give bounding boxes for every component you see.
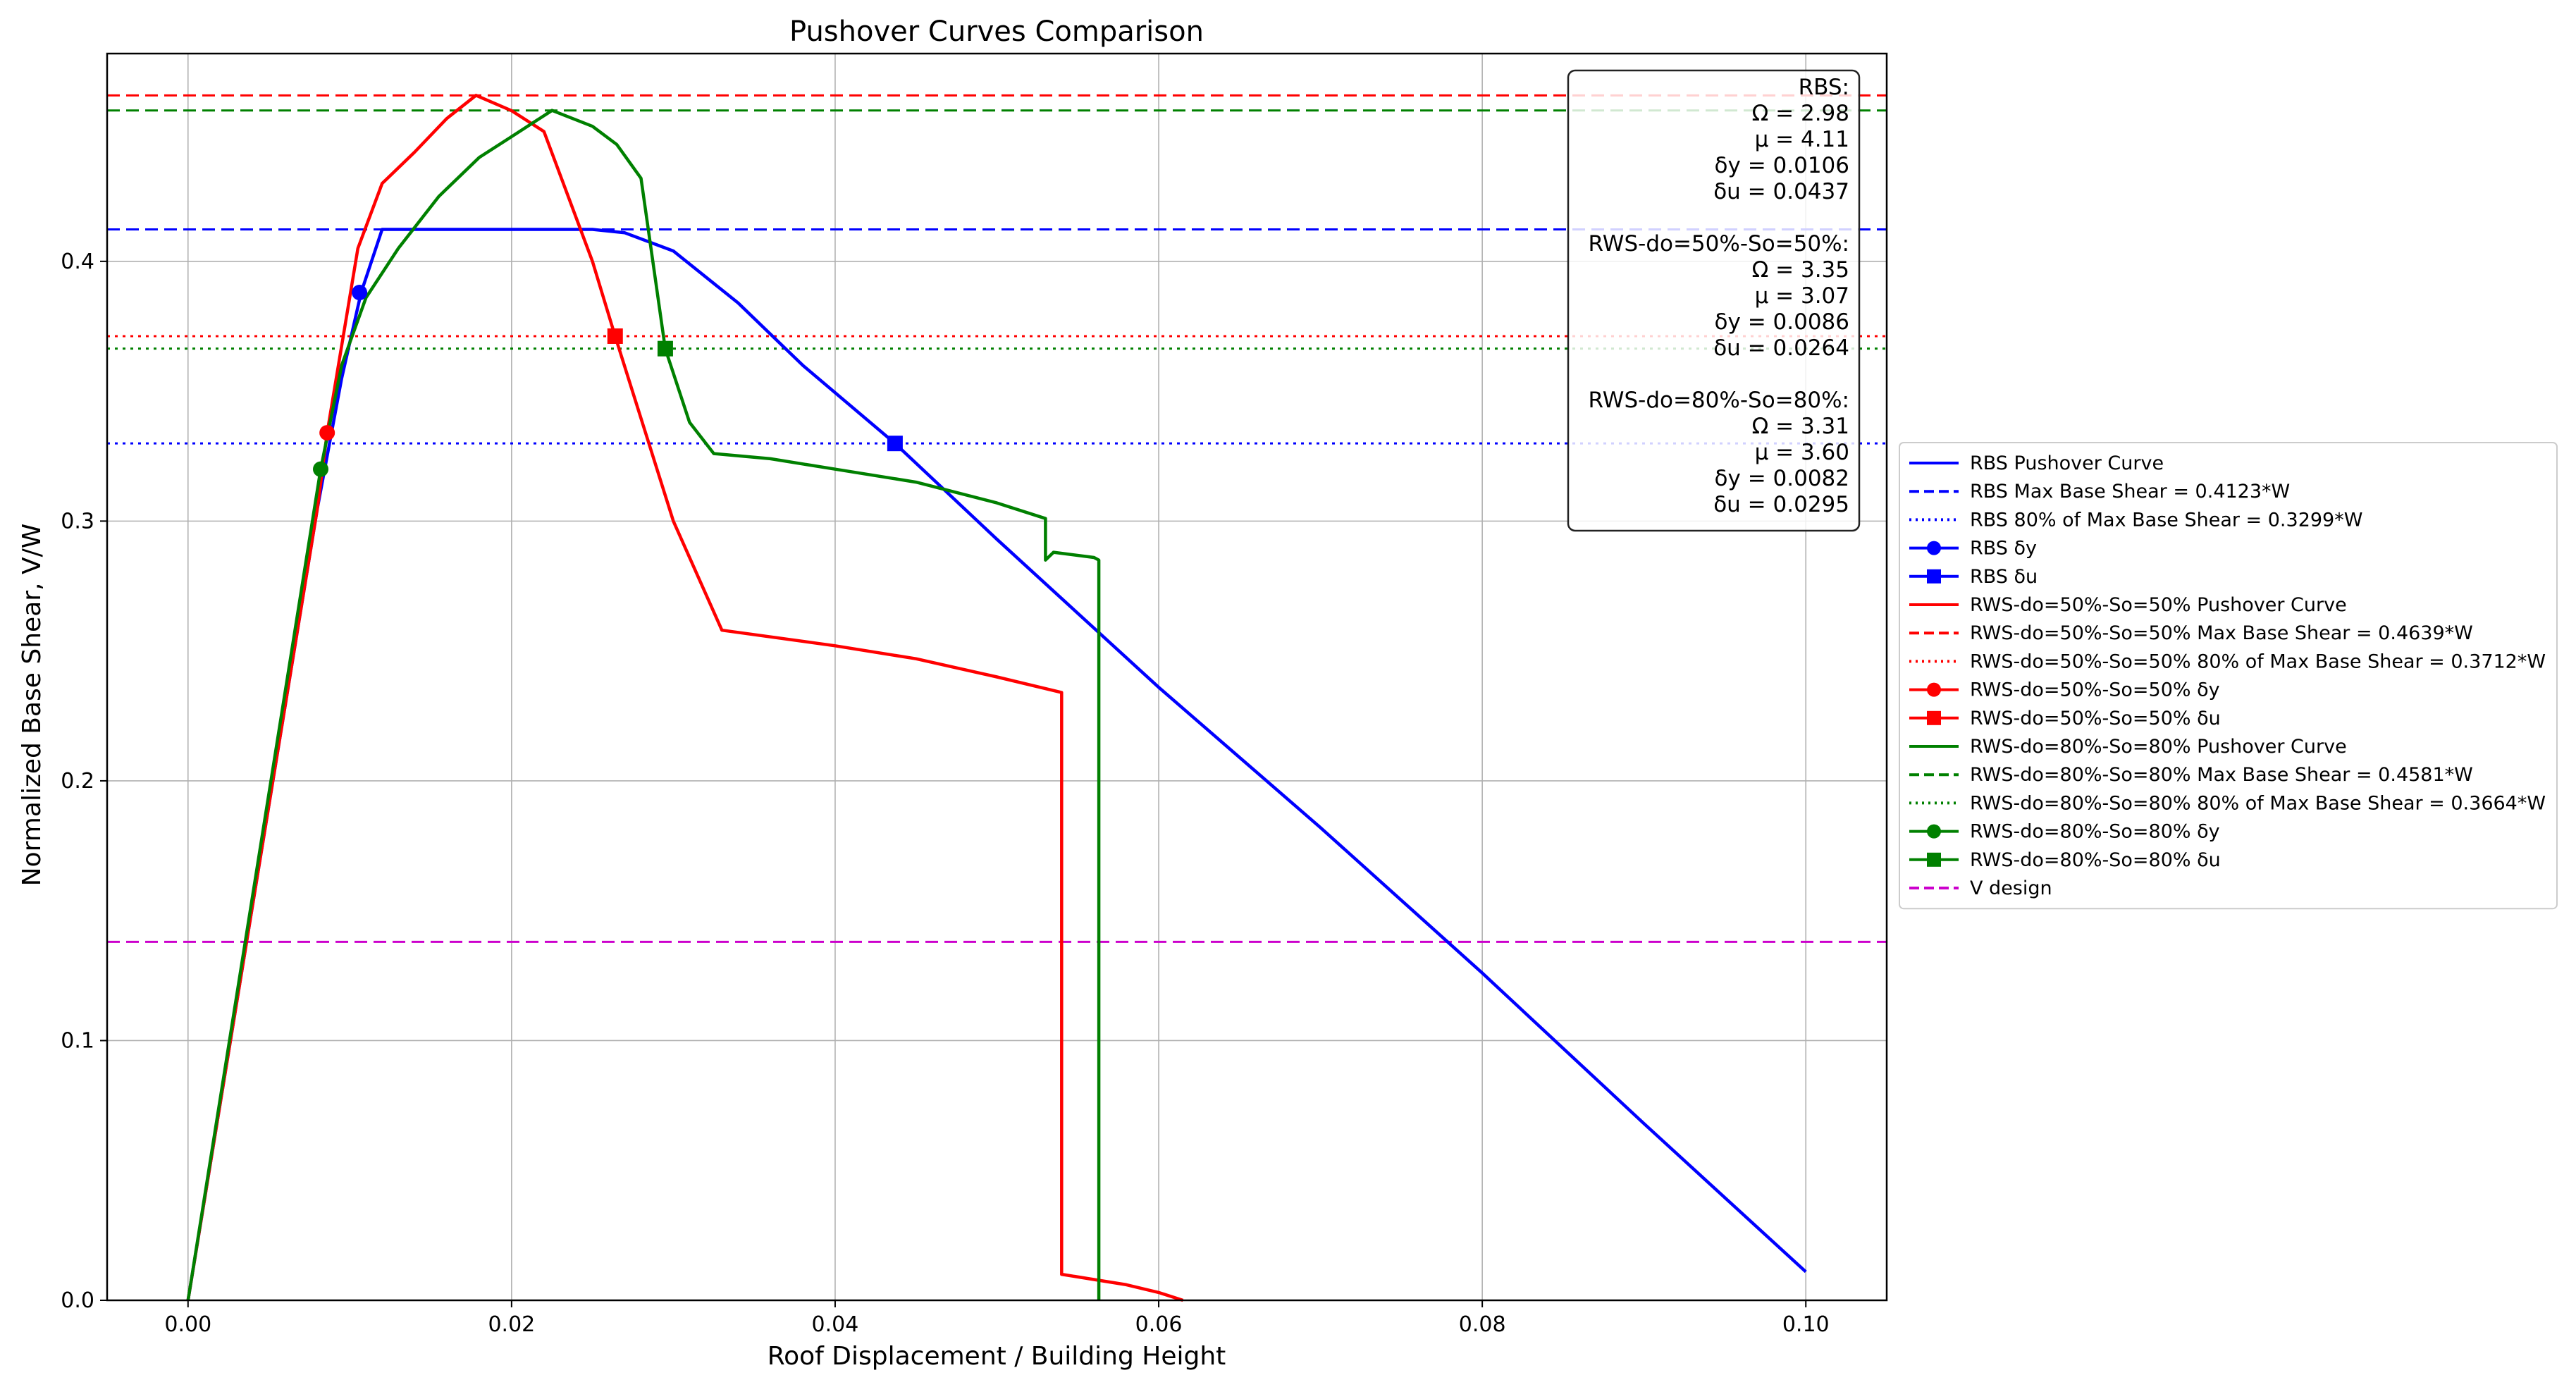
x-axis-label: Roof Displacement / Building Height (768, 1342, 1226, 1371)
x-tick-label: 0.06 (1135, 1312, 1183, 1337)
stats-line: μ = 4.11 (1755, 127, 1849, 152)
legend-label: RWS-do=80%-So=80% Max Base Shear = 0.458… (1970, 764, 2473, 786)
legend-marker (1927, 824, 1941, 839)
legend-label: RBS δy (1970, 538, 2037, 560)
legend: RBS Pushover Curve RBS Max Base Shear = 0… (1899, 442, 2558, 910)
stats-line: μ = 3.60 (1755, 440, 1849, 465)
legend-label: RBS Pushover Curve (1970, 452, 2164, 474)
legend-label: RWS-do=80%-So=80% δy (1970, 821, 2220, 843)
y-axis-label: Normalized Base Shear, V/W (18, 524, 47, 887)
marker-point (887, 436, 903, 452)
y-tick-label: 0.1 (61, 1028, 94, 1053)
legend-label: RWS-do=80%-So=80% Pushover Curve (1970, 736, 2347, 758)
marker-point (319, 425, 335, 441)
legend-label: RWS-do=50%-So=50% Max Base Shear = 0.463… (1970, 622, 2473, 644)
stats-line: Ω = 3.35 (1752, 257, 1849, 283)
stats-line: δu = 0.0295 (1713, 492, 1849, 517)
legend-label: RWS-do=50%-So=50% δu (1970, 708, 2221, 729)
x-tick-label: 0.08 (1459, 1312, 1506, 1337)
plot-area-frame (106, 52, 1888, 1302)
point-markers (313, 285, 903, 477)
stats-line: δu = 0.0264 (1713, 335, 1849, 361)
marker-point (313, 461, 328, 477)
legend-marker (1927, 710, 1941, 725)
legend-label: RWS-do=50%-So=50% δy (1970, 679, 2220, 701)
marker-point (607, 328, 623, 344)
y-tick-label: 0.4 (61, 249, 94, 274)
legend-label: RBS 80% of Max Base Shear = 0.3299*W (1970, 509, 2362, 531)
x-tick-label: 0.10 (1782, 1312, 1830, 1337)
stats-line: δy = 0.0086 (1715, 309, 1849, 335)
stats-line: RBS: (1799, 75, 1849, 100)
y-tick-label: 0.0 (61, 1288, 94, 1313)
y-tick-label: 0.2 (61, 769, 94, 794)
series-line (186, 228, 1807, 1301)
legend-marker (1927, 541, 1941, 555)
series-line (186, 94, 1184, 1302)
stats-line: μ = 3.07 (1755, 283, 1849, 309)
y-tick-label: 0.3 (61, 509, 94, 534)
legend-marker (1927, 852, 1941, 867)
legend-label: RWS-do=50%-So=50% Pushover Curve (1970, 594, 2347, 616)
x-tick-label: 0.00 (164, 1312, 211, 1337)
legend-label: V design (1970, 877, 2052, 899)
marker-point (352, 285, 368, 301)
x-tick-label: 0.04 (812, 1312, 859, 1337)
legend-frame (1899, 442, 2558, 910)
x-tick-label: 0.02 (488, 1312, 535, 1337)
legend-label: RWS-do=50%-So=50% 80% of Max Base Shear … (1970, 651, 2546, 672)
stats-box-frame (1567, 69, 1861, 532)
chart-title: Pushover Curves Comparison (789, 16, 1204, 48)
legend-marker (1927, 682, 1941, 697)
stats-line: Ω = 2.98 (1752, 101, 1849, 126)
marker-point (657, 340, 673, 357)
axis-ticks: 0.00 0.02 0.04 0.06 0.08 0.10 0.0 0.1 0.2 0.3 0.4 (61, 249, 1829, 1337)
pushover-curves (186, 94, 1807, 1302)
legend-label: RWS-do=80%-So=80% 80% of Max Base Shear … (1970, 792, 2546, 814)
stats-line: δu = 0.0437 (1713, 179, 1849, 204)
legend-marker (1927, 569, 1941, 584)
stats-line: RWS-do=80%-So=80%: (1589, 388, 1849, 413)
stats-line: δy = 0.0082 (1715, 466, 1849, 491)
stats-line: Ω = 3.31 (1752, 414, 1849, 439)
legend-label: RBS δu (1970, 566, 2038, 588)
legend-label: RWS-do=80%-So=80% δu (1970, 849, 2221, 871)
legend-label: RBS Max Base Shear = 0.4123*W (1970, 481, 2290, 503)
stats-line: δy = 0.0106 (1715, 153, 1849, 178)
series-line (186, 109, 1101, 1301)
stats-line: RWS-do=50%-So=50%: (1589, 231, 1849, 257)
